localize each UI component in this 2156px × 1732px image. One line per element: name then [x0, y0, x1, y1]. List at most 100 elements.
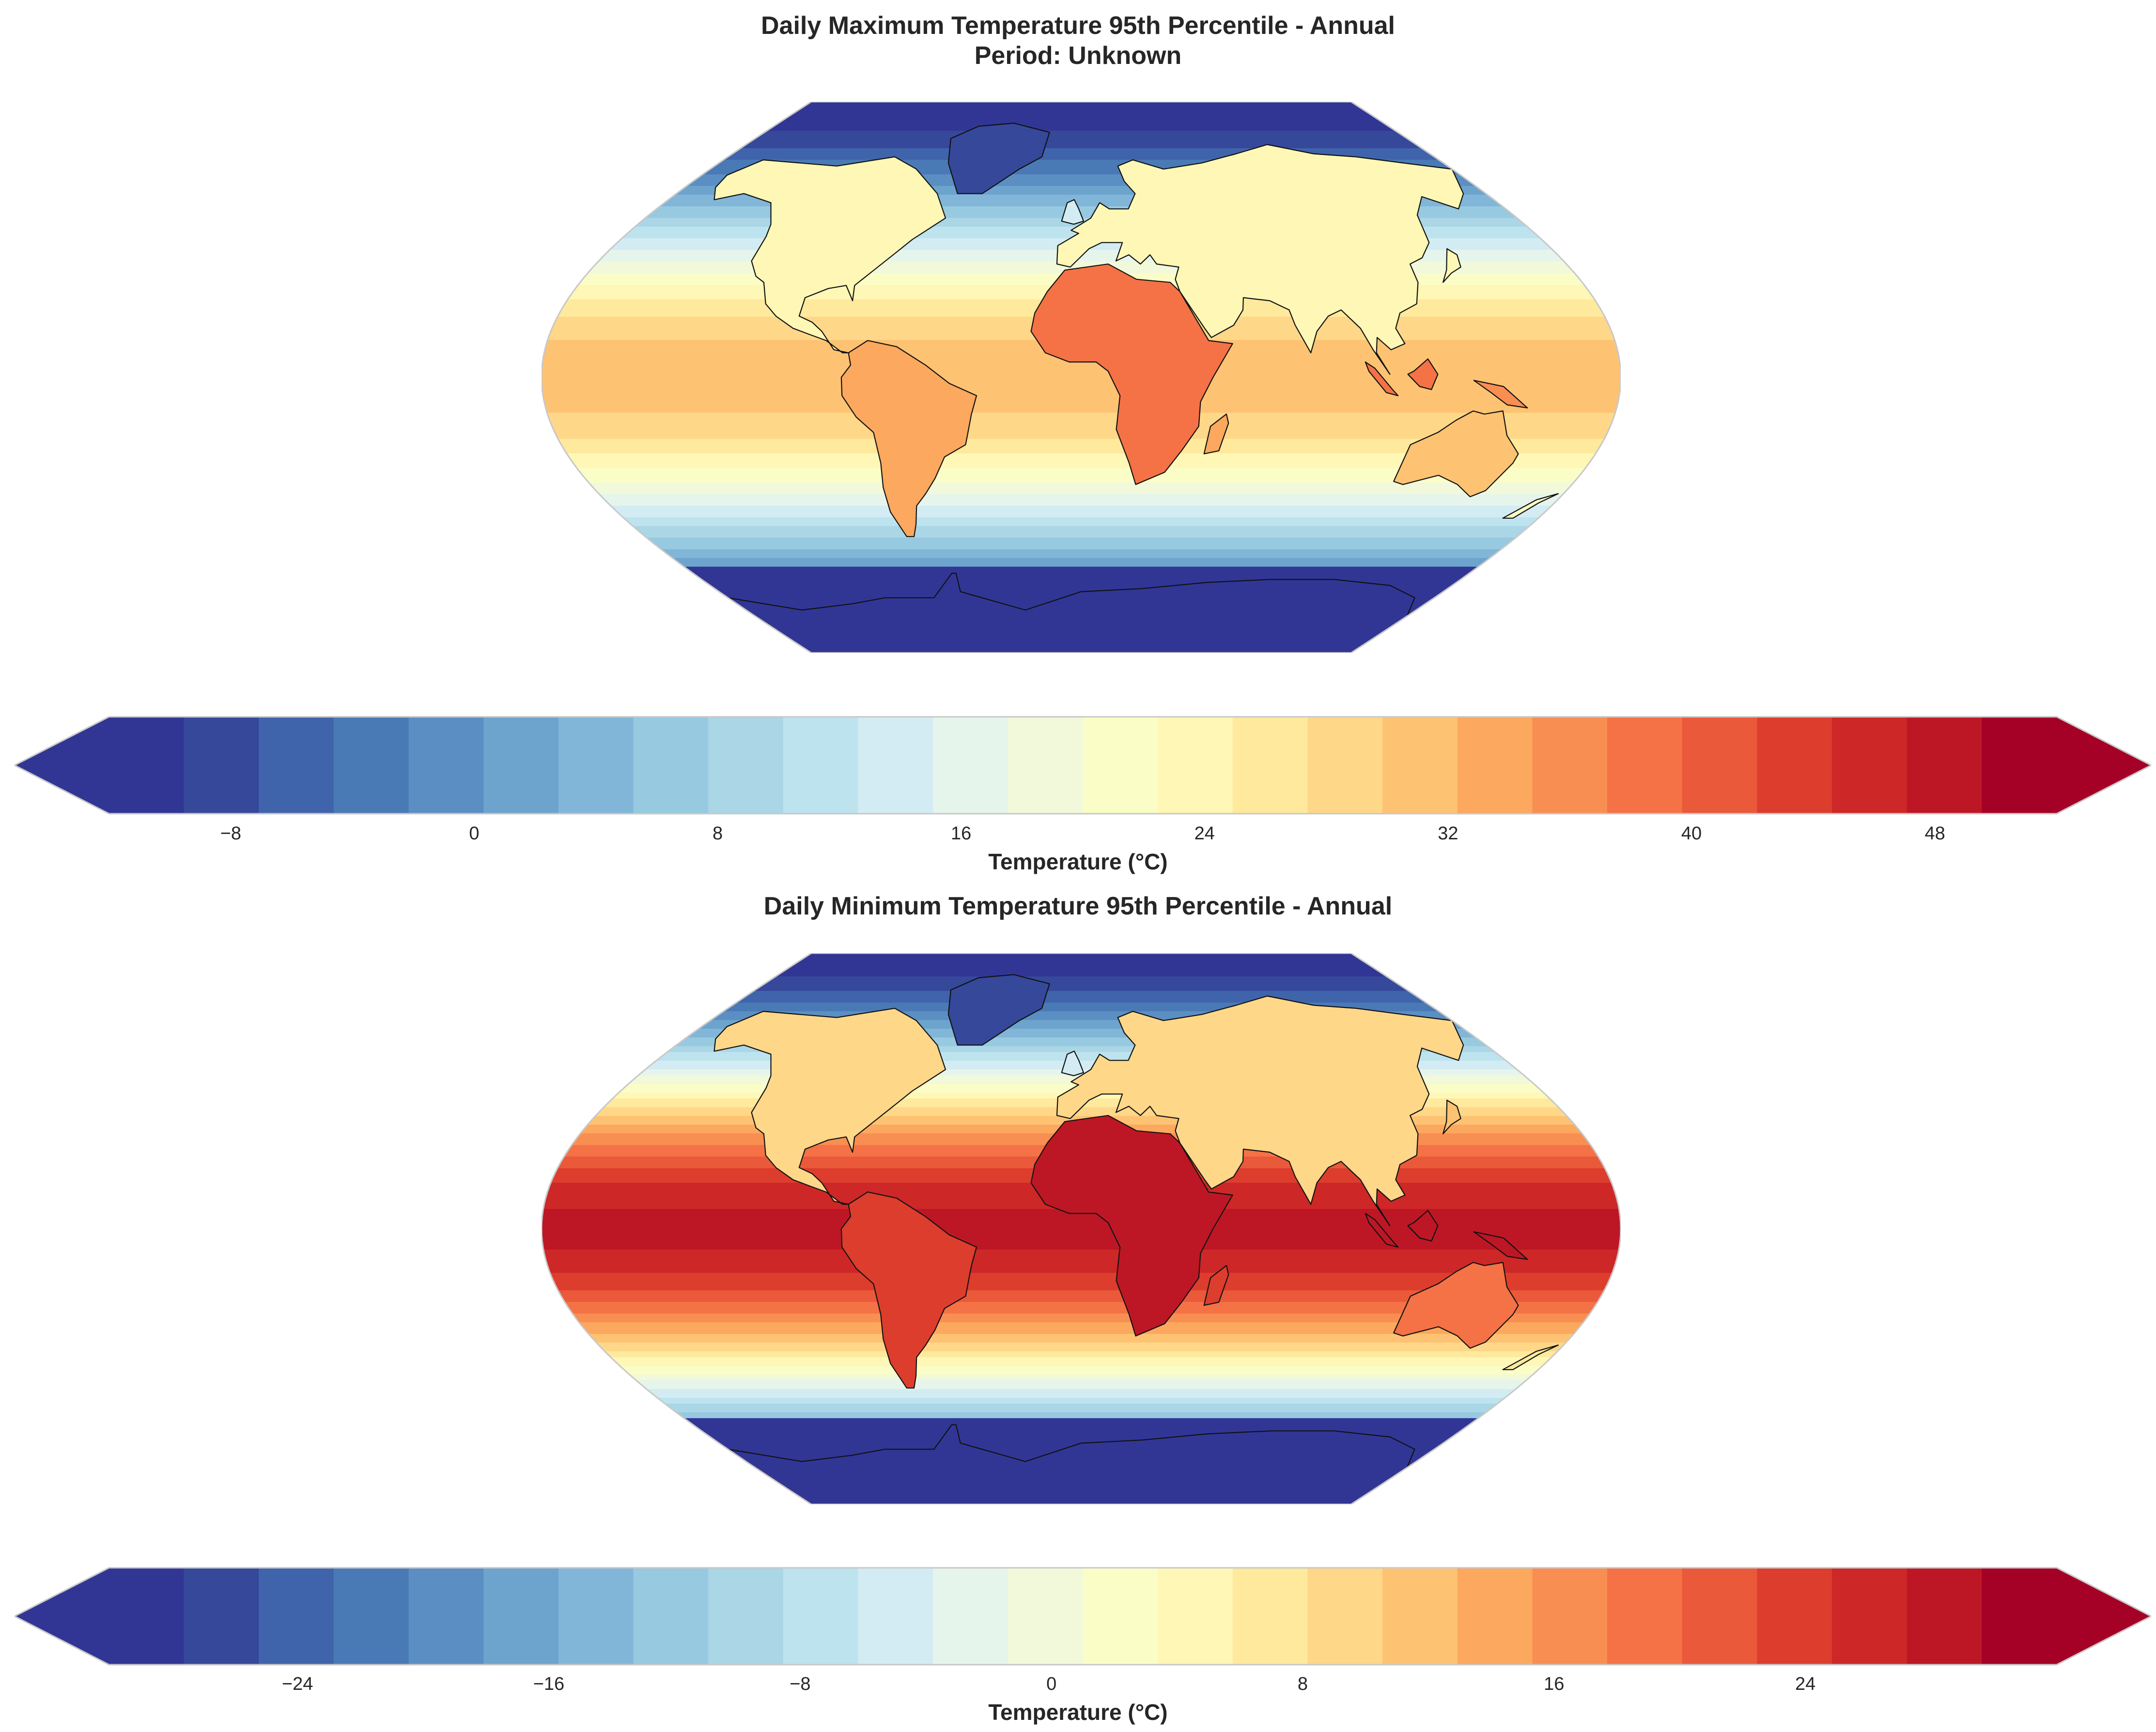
- colorbar-segment: [1232, 717, 1308, 814]
- temperature-band: [542, 166, 1621, 169]
- temperature-band: [542, 1258, 1621, 1262]
- colorbar-tick-label: −16: [533, 1674, 565, 1694]
- temperature-band: [542, 1377, 1621, 1381]
- temperature-band: [542, 1325, 1621, 1329]
- temperature-band: [542, 474, 1621, 477]
- colorbar-segment: [1083, 717, 1158, 814]
- temperature-band: [542, 1035, 1621, 1038]
- temperature-band: [542, 500, 1621, 503]
- temperature-band: [542, 535, 1621, 538]
- temperature-band: [542, 567, 1621, 570]
- temperature-band: [542, 1279, 1621, 1282]
- temperature-band: [542, 366, 1621, 370]
- colorbar-segment: [1158, 1568, 1233, 1665]
- temperature-band: [542, 169, 1621, 172]
- landmass: [1407, 358, 1439, 390]
- temperature-band: [542, 1011, 1621, 1015]
- colorbar-segment: [483, 1568, 559, 1665]
- temperature-band: [542, 1253, 1621, 1256]
- landmass: [727, 572, 1415, 653]
- panel1-colorbar-label: Temperature (°C): [988, 849, 1168, 874]
- temperature-band: [542, 1026, 1621, 1029]
- temperature-band: [542, 369, 1621, 372]
- temperature-band: [542, 1366, 1621, 1369]
- temperature-band: [542, 1369, 1621, 1372]
- temperature-band: [542, 160, 1621, 163]
- temperature-band: [542, 511, 1621, 515]
- temperature-band: [542, 192, 1621, 195]
- temperature-band: [542, 384, 1621, 387]
- colorbar-tick-label: 8: [1297, 1674, 1308, 1694]
- temperature-band: [542, 105, 1621, 108]
- colorbar-tick-label: 32: [1438, 823, 1458, 844]
- temperature-band: [542, 558, 1621, 561]
- landmass: [1393, 410, 1519, 497]
- colorbar-tick-label: −8: [790, 1674, 811, 1694]
- colorbar-segment: [184, 1568, 260, 1665]
- colorbar-segment: [1457, 1568, 1533, 1665]
- temperature-band: [542, 378, 1621, 381]
- panel1-title-line1: Daily Maximum Temperature 95th Percentil…: [760, 12, 1396, 40]
- temperature-band: [542, 1345, 1621, 1349]
- landmass: [1502, 1345, 1559, 1370]
- colorbar-segment: [1008, 717, 1084, 814]
- colorbar-segment: [1008, 1568, 1084, 1665]
- temperature-band: [542, 148, 1621, 152]
- temperature-band: [542, 134, 1621, 137]
- temperature-band: [542, 1116, 1621, 1119]
- temperature-band: [542, 1372, 1621, 1375]
- temperature-band: [542, 953, 1621, 957]
- colorbar-segment: [558, 1568, 634, 1665]
- temperature-band: [542, 1305, 1621, 1308]
- temperature-band: [542, 264, 1621, 268]
- temperature-band: [542, 108, 1621, 111]
- colorbar-segment: [1382, 1568, 1458, 1665]
- panel2-world-map: [542, 953, 1621, 1504]
- colorbar-segment: [1607, 717, 1683, 814]
- temperature-band: [542, 482, 1621, 486]
- temperature-band: [542, 1058, 1621, 1061]
- temperature-band: [542, 1380, 1621, 1384]
- temperature-band: [542, 259, 1621, 262]
- temperature-band: [542, 575, 1621, 579]
- landmass: [1203, 413, 1229, 455]
- landmass: [1407, 1210, 1439, 1242]
- temperature-band: [542, 1299, 1621, 1302]
- temperature-band: [542, 139, 1621, 143]
- temperature-band: [542, 1046, 1621, 1050]
- temperature-band: [542, 375, 1621, 378]
- temperature-band: [542, 488, 1621, 492]
- temperature-band: [542, 1404, 1621, 1407]
- temperature-band: [542, 381, 1621, 384]
- temperature-band: [542, 564, 1621, 567]
- temperature-band: [542, 1218, 1621, 1221]
- temperature-band: [542, 468, 1621, 471]
- temperature-band: [542, 198, 1621, 201]
- colorbar-segment: [1232, 1568, 1308, 1665]
- temperature-band: [542, 462, 1621, 465]
- landmass: [1056, 995, 1464, 1226]
- temperature-band: [542, 439, 1621, 442]
- temperature-band: [542, 523, 1621, 526]
- landmass: [1030, 1115, 1233, 1337]
- temperature-band: [542, 256, 1621, 259]
- colorbar-segment: [783, 1568, 859, 1665]
- temperature-band: [542, 453, 1621, 457]
- temperature-band: [542, 1415, 1621, 1419]
- colorbar-segment: [708, 1568, 784, 1665]
- temperature-band: [542, 174, 1621, 178]
- temperature-band: [542, 404, 1621, 407]
- temperature-band: [542, 177, 1621, 181]
- temperature-band: [542, 976, 1621, 980]
- temperature-band: [542, 1052, 1621, 1055]
- temperature-band: [542, 1334, 1621, 1337]
- temperature-band: [542, 1017, 1621, 1021]
- temperature-band: [542, 421, 1621, 425]
- temperature-band: [542, 587, 1621, 590]
- temperature-band: [542, 122, 1621, 125]
- temperature-band: [542, 1363, 1621, 1366]
- temperature-band: [542, 183, 1621, 186]
- temperature-band: [542, 395, 1621, 399]
- temperature-band: [542, 413, 1621, 416]
- colorbar-segment: [109, 1568, 185, 1665]
